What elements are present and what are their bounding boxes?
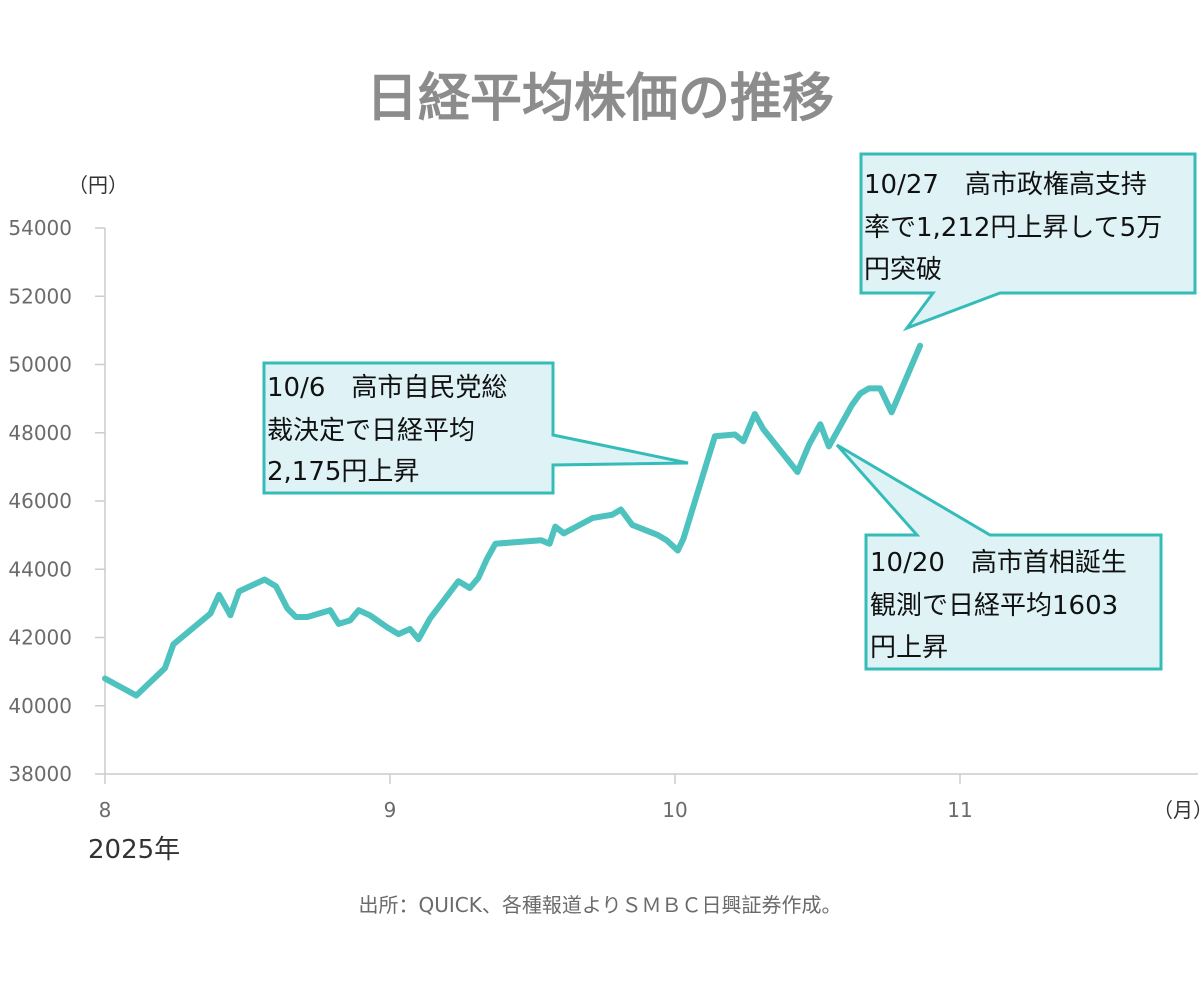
y-tick-label: 50000 [8, 353, 72, 377]
annotation-oct20-box [835, 443, 1163, 671]
y-tick-label: 48000 [8, 421, 72, 445]
chart-title: 日経平均株価の推移 [366, 69, 834, 129]
annotation-oct27-box [859, 152, 1197, 332]
x-tick-label: 11 [947, 798, 972, 822]
y-tick-label: 46000 [8, 489, 72, 513]
source-note: 出所：QUICK、各種報道よりＳＭＢＣ日興証券作成。 [359, 893, 842, 917]
y-ticks: 38000 40000 42000 44000 46000 48000 50000 52000… [8, 216, 105, 786]
annotation-oct6-line-3: 2,175円上昇 [267, 457, 419, 487]
annotation-oct6-box [262, 361, 689, 495]
annotation-oct20-line-2: 観測で日経平均1603 [870, 591, 1118, 621]
x-tick-label: 10 [662, 798, 687, 822]
x-tick-label: 9 [384, 798, 397, 822]
y-axis-label: （円） [68, 173, 128, 197]
year-label: 2025年 [88, 835, 180, 865]
annotation-oct6-line-1: 10/6 高市自民党総 [267, 373, 507, 403]
annotation-oct20: 10/20 高市首相誕生 観測で日経平均1603 円上昇 [835, 443, 1163, 671]
annotation-oct20-line-1: 10/20 高市首相誕生 [870, 548, 1127, 578]
annotation-oct6-line-2: 裁決定で日経平均 [267, 416, 475, 446]
y-tick-label: 52000 [8, 284, 72, 308]
annotation-oct27-line-2: 率で1,212円上昇して5万 [864, 213, 1162, 243]
y-tick-label: 54000 [8, 216, 72, 240]
annotation-oct20-line-3: 円上昇 [870, 633, 948, 663]
y-tick-label: 44000 [8, 557, 72, 581]
annotation-oct27-line-1: 10/27 高市政権高支持 [864, 170, 1147, 200]
annotation-oct6: 10/6 高市自民党総 裁決定で日経平均 2,175円上昇 [262, 361, 689, 495]
annotation-oct27: 10/27 高市政権高支持 率で1,212円上昇して5万 円突破 [859, 152, 1197, 332]
x-tick-label: 8 [99, 798, 112, 822]
y-tick-label: 40000 [8, 694, 72, 718]
y-tick-label: 42000 [8, 626, 72, 650]
y-tick-label: 38000 [8, 762, 72, 786]
x-axis-label: （月） [1153, 798, 1200, 822]
x-ticks: 8 9 10 11 [99, 774, 973, 822]
annotation-oct27-line-3: 円突破 [864, 255, 942, 285]
series-line-nikkei [102, 342, 924, 699]
